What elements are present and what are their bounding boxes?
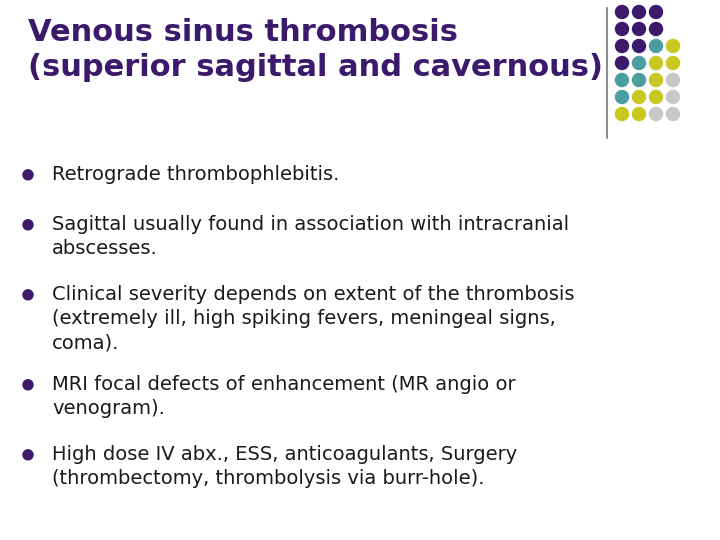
Circle shape [667, 91, 680, 104]
Circle shape [616, 5, 629, 18]
Text: High dose IV abx., ESS, anticoagulants, Surgery
(thrombectomy, thrombolysis via : High dose IV abx., ESS, anticoagulants, … [52, 445, 517, 488]
Circle shape [649, 91, 662, 104]
Text: Sagittal usually found in association with intracranial
abscesses.: Sagittal usually found in association wi… [52, 215, 569, 258]
Text: Clinical severity depends on extent of the thrombosis
(extremely ill, high spiki: Clinical severity depends on extent of t… [52, 285, 575, 353]
Circle shape [667, 107, 680, 120]
Circle shape [667, 57, 680, 70]
Circle shape [632, 23, 646, 36]
Circle shape [649, 107, 662, 120]
Circle shape [649, 5, 662, 18]
Circle shape [616, 39, 629, 52]
Text: MRI focal defects of enhancement (MR angio or
venogram).: MRI focal defects of enhancement (MR ang… [52, 375, 516, 418]
Circle shape [616, 107, 629, 120]
Circle shape [23, 170, 33, 180]
Circle shape [616, 23, 629, 36]
Circle shape [649, 23, 662, 36]
Circle shape [667, 73, 680, 86]
Circle shape [649, 73, 662, 86]
Circle shape [649, 57, 662, 70]
Circle shape [616, 73, 629, 86]
Text: Retrograde thrombophlebitis.: Retrograde thrombophlebitis. [52, 165, 339, 184]
Circle shape [667, 39, 680, 52]
Circle shape [632, 57, 646, 70]
Circle shape [616, 57, 629, 70]
Circle shape [649, 39, 662, 52]
Text: Venous sinus thrombosis
(superior sagittal and cavernous): Venous sinus thrombosis (superior sagitt… [28, 18, 603, 82]
Circle shape [616, 91, 629, 104]
Circle shape [23, 290, 33, 300]
Circle shape [23, 220, 33, 230]
Circle shape [632, 91, 646, 104]
Circle shape [632, 107, 646, 120]
Circle shape [632, 39, 646, 52]
Circle shape [23, 380, 33, 390]
Circle shape [632, 5, 646, 18]
Circle shape [632, 73, 646, 86]
Circle shape [23, 450, 33, 460]
